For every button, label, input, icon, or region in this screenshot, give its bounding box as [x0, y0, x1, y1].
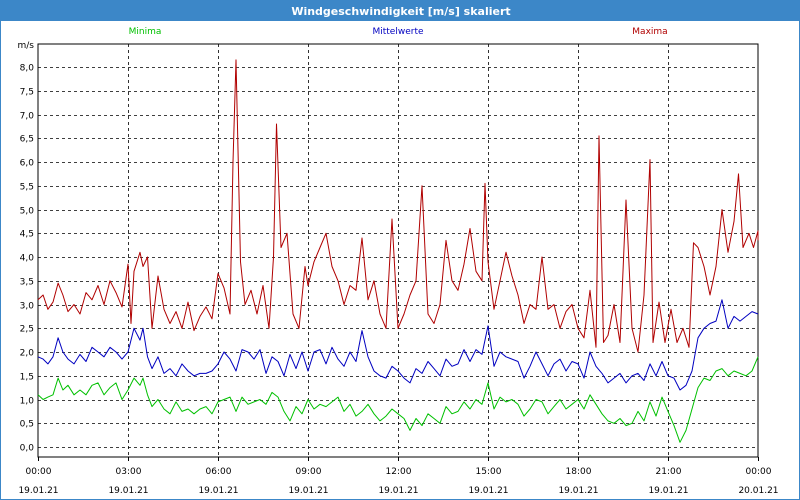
y-tick-label: 4,0 [20, 254, 35, 264]
series-lines [37, 59, 759, 443]
x-tick-date: 19.01.21 [468, 486, 508, 496]
x-tick-date: 19.01.21 [18, 486, 58, 496]
legend-maxima: Maxima [632, 27, 667, 37]
y-tick-label: 1,0 [20, 397, 35, 407]
legend-minima: Minima [129, 27, 162, 37]
x-tick-time: 15:00 [476, 467, 502, 477]
x-tick-date: 19.01.21 [558, 486, 598, 496]
y-tick-label: 3,0 [20, 302, 35, 312]
y-tick-label: 3,5 [20, 278, 34, 288]
window-title: Windgeschwindigkeit [m/s] skaliert [1, 1, 800, 21]
x-tick-date: 19.01.21 [288, 486, 328, 496]
x-tick-time: 00:00 [746, 467, 772, 477]
y-tick-label: 6,0 [20, 159, 35, 169]
y-tick-label: 7,5 [20, 88, 34, 98]
y-tick-label: 6,5 [20, 135, 34, 145]
grid-lines [38, 44, 758, 457]
y-tick-label: 5,0 [20, 207, 35, 217]
legend-mittelwerte: Mittelwerte [372, 27, 423, 37]
x-tick-date: 19.01.21 [198, 486, 238, 496]
y-tick-label: 8,0 [20, 64, 35, 74]
y-tick-label: 7,0 [20, 112, 35, 122]
x-tick-time: 09:00 [296, 467, 322, 477]
x-tick-time: 03:00 [116, 467, 142, 477]
x-tick-time: 18:00 [566, 467, 592, 477]
x-tick-date: 19.01.21 [378, 486, 418, 496]
x-tick-time: 06:00 [206, 467, 232, 477]
x-tick-date: 19.01.21 [108, 486, 148, 496]
series-line-minima [37, 356, 759, 443]
x-tick-date: 19.01.21 [648, 486, 688, 496]
x-tick-time: 12:00 [386, 467, 412, 477]
x-tick-date: 20.01.21 [738, 486, 778, 496]
x-tick-time: 21:00 [656, 467, 682, 477]
x-tick-time: 00:00 [26, 467, 52, 477]
y-tick-label: 2,5 [20, 325, 34, 335]
y-tick-label: 0,0 [20, 444, 35, 454]
y-tick-label: 1,5 [20, 373, 34, 383]
series-line-mittelwerte [37, 299, 759, 391]
y-tick-label: 0,5 [20, 420, 34, 430]
y-axis-unit: m/s [18, 41, 35, 51]
y-tick-label: 2,0 [20, 349, 35, 359]
plot-border [37, 43, 759, 458]
series-line-maxima [37, 59, 759, 353]
y-tick-label: 4,5 [20, 230, 34, 240]
legend: Minima Mittelwerte Maxima [129, 27, 668, 37]
y-tick-label: 5,5 [20, 183, 34, 193]
axes: 0,0 0,5 1,0 1,5 2,0 2,5 3,0 3,5 4,0 4,5 5,0 5,5 6,0 6… [18, 41, 779, 496]
